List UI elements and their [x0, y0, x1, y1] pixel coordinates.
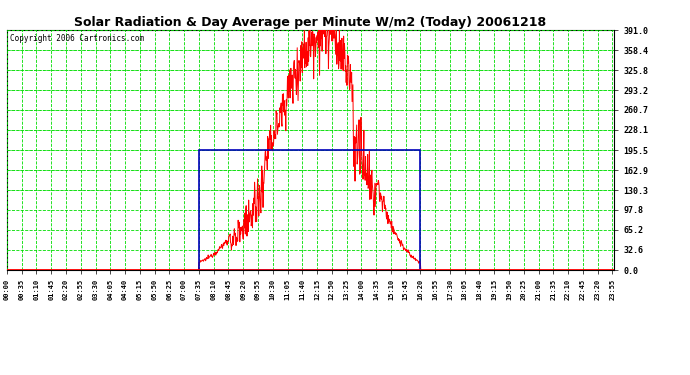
Bar — [199, 150, 420, 270]
Text: Copyright 2006 Cartronics.com: Copyright 2006 Cartronics.com — [10, 34, 144, 43]
Title: Solar Radiation & Day Average per Minute W/m2 (Today) 20061218: Solar Radiation & Day Average per Minute… — [75, 16, 546, 29]
